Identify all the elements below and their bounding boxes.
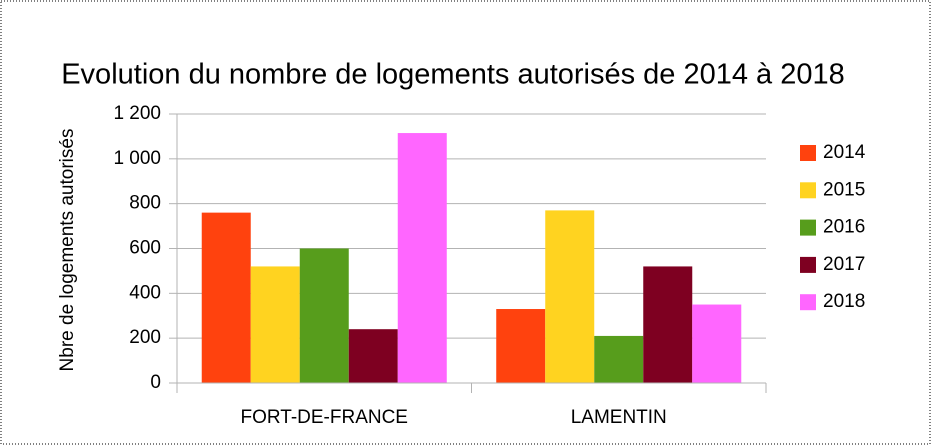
bar [201,212,251,383]
chart-title: Evolution du nombre de logements autoris… [61,59,845,91]
y-tick-label: 1 000 [113,148,161,169]
bar [545,210,595,383]
bar [692,304,742,383]
bar [348,329,398,383]
legend-label: 2016 [823,217,865,238]
bar [594,335,644,383]
bar [299,248,349,383]
y-tick-label: 200 [129,327,161,348]
legend-label: 2015 [823,179,865,200]
legend-swatch [800,182,816,199]
y-tick-label: 800 [129,193,161,214]
y-axis-label: Nbre de logements autorisés [57,129,78,372]
y-tick-label: 0 [150,372,161,393]
legend-label: 2017 [823,254,865,275]
y-tick-label: 600 [129,238,161,259]
bar [496,309,546,383]
bar [643,266,693,383]
x-tick-label: FORT-DE-FRANCE [241,407,408,428]
legend-label: 2014 [823,142,866,163]
legend-label: 2018 [823,291,865,312]
legend-swatch [800,145,816,161]
legend-swatch [800,256,816,273]
bar [397,133,447,383]
bar [250,266,300,383]
legend-swatch [800,219,816,236]
legend-swatch [800,294,816,311]
x-tick-label: LAMENTIN [571,407,667,428]
y-tick-label: 400 [129,282,161,303]
y-tick-label: 1 200 [113,103,161,124]
